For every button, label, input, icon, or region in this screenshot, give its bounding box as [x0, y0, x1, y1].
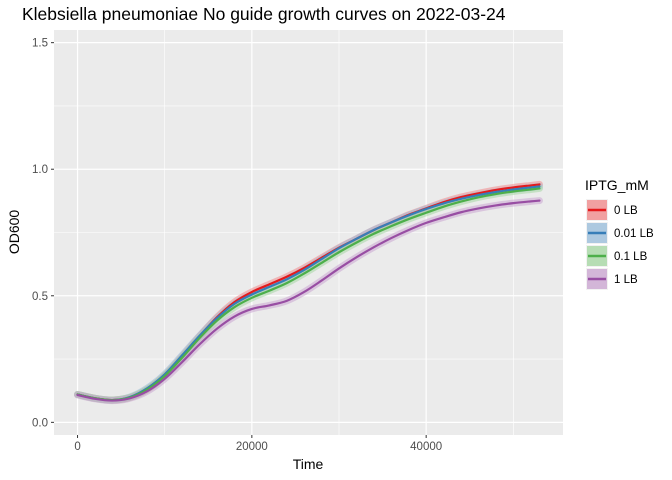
- legend-label: 0.1 LB: [614, 251, 648, 263]
- y-tick-label: 0.5: [32, 291, 48, 303]
- series-lines: [76, 183, 541, 402]
- y-axis-ticks: 0.0 0.5 1.0 1.5: [32, 38, 54, 429]
- series-line: [76, 199, 541, 402]
- legend-label: 0.01 LB: [614, 228, 654, 240]
- x-axis-ticks: 0 20000 40000: [74, 435, 442, 453]
- x-axis-title: Time: [293, 456, 324, 472]
- y-tick-label: 1.0: [32, 164, 48, 176]
- y-tick-label: 1.5: [32, 38, 48, 50]
- x-tick-label: 0: [74, 441, 80, 453]
- y-axis-title: OD600: [6, 210, 22, 255]
- legend: IPTG_mM 0 LB 0.01 LB 0.1 LB 1 LB: [585, 177, 654, 290]
- x-tick-label: 40000: [410, 441, 442, 453]
- series-line: [76, 187, 541, 402]
- legend-label: 1 LB: [614, 274, 638, 286]
- legend-label: 0 LB: [614, 205, 638, 217]
- legend-items: 0 LB 0.01 LB 0.1 LB 1 LB: [586, 199, 654, 290]
- chart-title: Klebsiella pneumoniae No guide growth cu…: [22, 4, 506, 24]
- major-gridlines: [54, 30, 563, 435]
- series-line: [76, 185, 541, 402]
- y-tick-label: 0.0: [32, 417, 48, 429]
- minor-gridlines: [54, 30, 563, 435]
- legend-title: IPTG_mM: [585, 177, 649, 193]
- x-tick-label: 20000: [236, 441, 268, 453]
